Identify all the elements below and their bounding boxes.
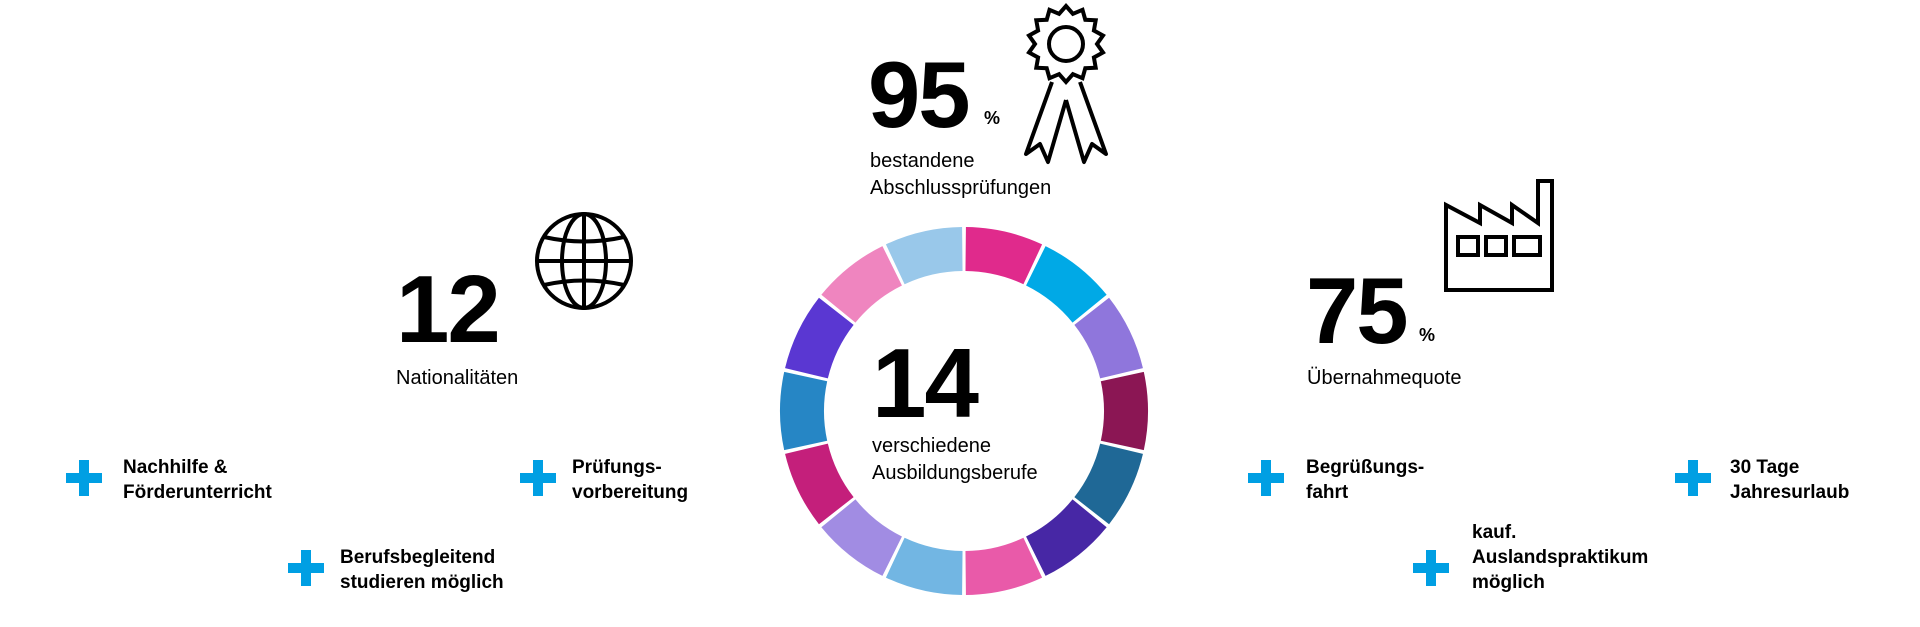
ring-segment	[1074, 297, 1143, 379]
stat-95-label-line1: bestandene	[870, 150, 975, 172]
plus-icon	[66, 460, 102, 496]
feature-urlaub: 30 Tage Jahresurlaub	[1730, 457, 1850, 503]
stat-95-unit: %	[984, 108, 1001, 128]
ring-segment	[780, 371, 828, 451]
stat-75-label: Übernahmequote	[1307, 367, 1462, 389]
stat-14-value: 14	[872, 328, 979, 438]
stat-95-value: 95	[868, 42, 971, 147]
ring-segment	[1100, 371, 1148, 451]
ring-segment	[821, 499, 902, 576]
professions-ring	[780, 227, 1148, 595]
ring-segment	[821, 246, 902, 323]
stat-75-unit: %	[1419, 325, 1436, 345]
feature-nachhilfe: Nachhilfe & Förderunterricht	[123, 457, 272, 503]
feature-begruessung: Begrüßungs- fahrt	[1306, 457, 1425, 503]
stat-12-value: 12	[396, 256, 501, 363]
ring-segment	[1026, 499, 1107, 576]
feature-pruefungsvorbereitung: Prüfungs- vorbereitung	[572, 457, 689, 503]
feature-studieren: Berufsbegleitend studieren möglich	[340, 547, 504, 593]
stat-14-label: verschiedene Ausbildungsberufe	[872, 433, 1038, 487]
stat-95-label-line2: Abschlussprüfungen	[870, 177, 1052, 199]
ring-segment	[785, 297, 854, 379]
plus-icon	[1248, 460, 1284, 496]
stat-14-label-line1: verschiedene	[872, 435, 991, 457]
stat-75-value: 75	[1306, 258, 1409, 363]
stat-14-label-line2: Ausbildungsberufe	[872, 462, 1038, 484]
plus-icon	[1675, 460, 1711, 496]
stat-12-label: Nationalitäten	[396, 367, 519, 389]
ring-segment	[885, 537, 963, 595]
ring-segment	[785, 443, 854, 525]
globe-icon	[535, 212, 633, 310]
ring-segment	[1074, 443, 1143, 525]
plus-icon	[1413, 550, 1449, 586]
ring-segment	[885, 227, 963, 285]
plus-icon	[520, 460, 556, 496]
ring-segment	[965, 537, 1043, 595]
ring-segment	[965, 227, 1043, 285]
award-ribbon-icon	[1024, 2, 1108, 164]
factory-icon	[1444, 179, 1554, 292]
plus-icon	[288, 550, 324, 586]
feature-auslandspraktikum: kauf. Auslandspraktikum möglich	[1472, 522, 1649, 593]
ring-segment	[1026, 246, 1107, 323]
stat-95-label: bestandene Abschlussprüfungen	[870, 148, 1051, 202]
